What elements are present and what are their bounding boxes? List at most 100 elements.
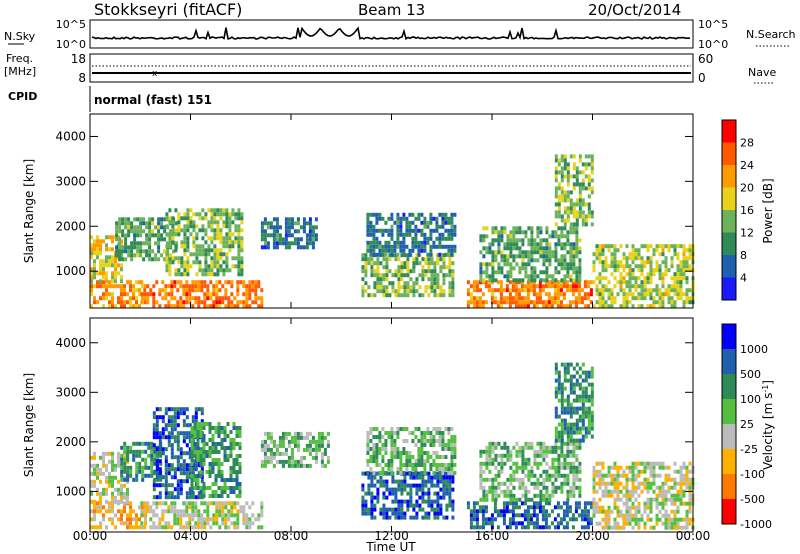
- power-cell: [423, 216, 427, 221]
- power-cell: [411, 244, 415, 249]
- velocity-cell: [217, 434, 221, 438]
- power-cell: [120, 304, 123, 309]
- power-cell: [188, 288, 192, 293]
- power-cell: [566, 210, 570, 215]
- velocity-cell: [214, 482, 218, 486]
- velocity-cell: [205, 454, 209, 458]
- velocity-cell: [223, 486, 227, 490]
- power-cell: [575, 230, 579, 235]
- velocity-cell: [93, 505, 96, 510]
- velocity-cell: [607, 505, 611, 510]
- power-cell: [372, 232, 376, 237]
- power-cell: [198, 244, 202, 249]
- velocity-cell: [574, 509, 578, 514]
- power-cell: [231, 240, 235, 245]
- velocity-cell: [688, 485, 692, 490]
- velocity-cell: [682, 501, 686, 506]
- velocity-cell: [481, 505, 485, 510]
- power-cell: [524, 270, 528, 275]
- power-cell: [272, 237, 276, 242]
- velocity-cell: [560, 406, 564, 411]
- power-cell: [170, 288, 174, 293]
- velocity-cell: [390, 451, 394, 455]
- velocity-cell: [670, 509, 674, 514]
- power-cell: [99, 296, 102, 301]
- power-cell: [133, 229, 137, 234]
- power-cell: [493, 300, 497, 305]
- power-cell: [631, 304, 635, 309]
- power-cell: [225, 240, 229, 245]
- nsearch-tick-bottom: 10^0: [698, 38, 728, 51]
- velocity-cell: [478, 525, 482, 530]
- power-cell: [542, 258, 546, 263]
- power-cell: [563, 222, 567, 227]
- velocity-cell: [673, 485, 677, 490]
- power-cell: [275, 245, 279, 250]
- velocity-cell: [302, 455, 306, 460]
- velocity-cell: [129, 505, 132, 510]
- power-cell: [296, 245, 300, 250]
- power-cell: [192, 252, 196, 257]
- velocity-cell: [560, 430, 564, 435]
- velocity-cell: [242, 521, 246, 526]
- velocity-cell: [135, 521, 138, 526]
- velocity-cell: [132, 509, 135, 514]
- power-cell: [652, 300, 656, 305]
- power-cell: [219, 252, 223, 257]
- power-cell: [524, 254, 528, 259]
- velocity-cell: [382, 511, 386, 516]
- velocity-cell: [188, 451, 192, 456]
- velocity-cell: [667, 489, 671, 494]
- velocity-cell: [176, 483, 180, 488]
- velocity-cell: [400, 499, 404, 504]
- power-cell: [375, 252, 379, 257]
- power-cell: [445, 273, 449, 278]
- power-cell: [563, 198, 567, 203]
- velocity-cell: [153, 445, 157, 450]
- power-cell: [188, 296, 192, 301]
- velocity-colorbar-segment: [722, 374, 736, 399]
- power-cell: [201, 216, 205, 221]
- power-cell: [117, 263, 120, 268]
- velocity-cell: [439, 487, 443, 492]
- velocity-cell: [472, 505, 476, 510]
- velocity-cell: [221, 521, 225, 526]
- power-cell: [521, 266, 525, 271]
- power-cell: [222, 244, 226, 249]
- power-cell: [154, 253, 158, 258]
- velocity-cell: [429, 435, 433, 439]
- velocity-cell: [554, 485, 558, 490]
- velocity-cell: [490, 521, 494, 526]
- power-cell: [171, 224, 175, 229]
- velocity-cell: [563, 457, 567, 462]
- velocity-cell: [369, 431, 373, 435]
- velocity-cell: [590, 402, 594, 407]
- velocity-cell: [574, 517, 578, 522]
- velocity-cell: [191, 471, 195, 476]
- power-cell: [676, 296, 680, 301]
- power-cell: [411, 236, 415, 241]
- velocity-cell: [426, 439, 430, 443]
- velocity-cell: [382, 503, 386, 508]
- velocity-cell: [658, 493, 662, 498]
- power-cell: [369, 240, 373, 245]
- velocity-cell: [649, 501, 653, 506]
- power-cell: [586, 296, 590, 301]
- power-cell: [96, 247, 99, 252]
- velocity-cell: [590, 394, 594, 399]
- power-cell: [430, 273, 434, 278]
- velocity-cell: [158, 447, 162, 452]
- power-cell: [607, 304, 611, 309]
- velocity-cell: [226, 454, 230, 458]
- velocity-cell: [408, 451, 412, 455]
- power-cell: [305, 241, 309, 246]
- power-cell: [566, 250, 570, 255]
- velocity-cell: [688, 493, 692, 498]
- velocity-cell: [239, 505, 243, 510]
- power-cell: [93, 296, 96, 301]
- power-cell: [148, 249, 152, 254]
- velocity-cell: [556, 525, 560, 530]
- power-cell: [494, 254, 498, 259]
- power-cell: [527, 238, 531, 243]
- power-cell: [148, 237, 152, 242]
